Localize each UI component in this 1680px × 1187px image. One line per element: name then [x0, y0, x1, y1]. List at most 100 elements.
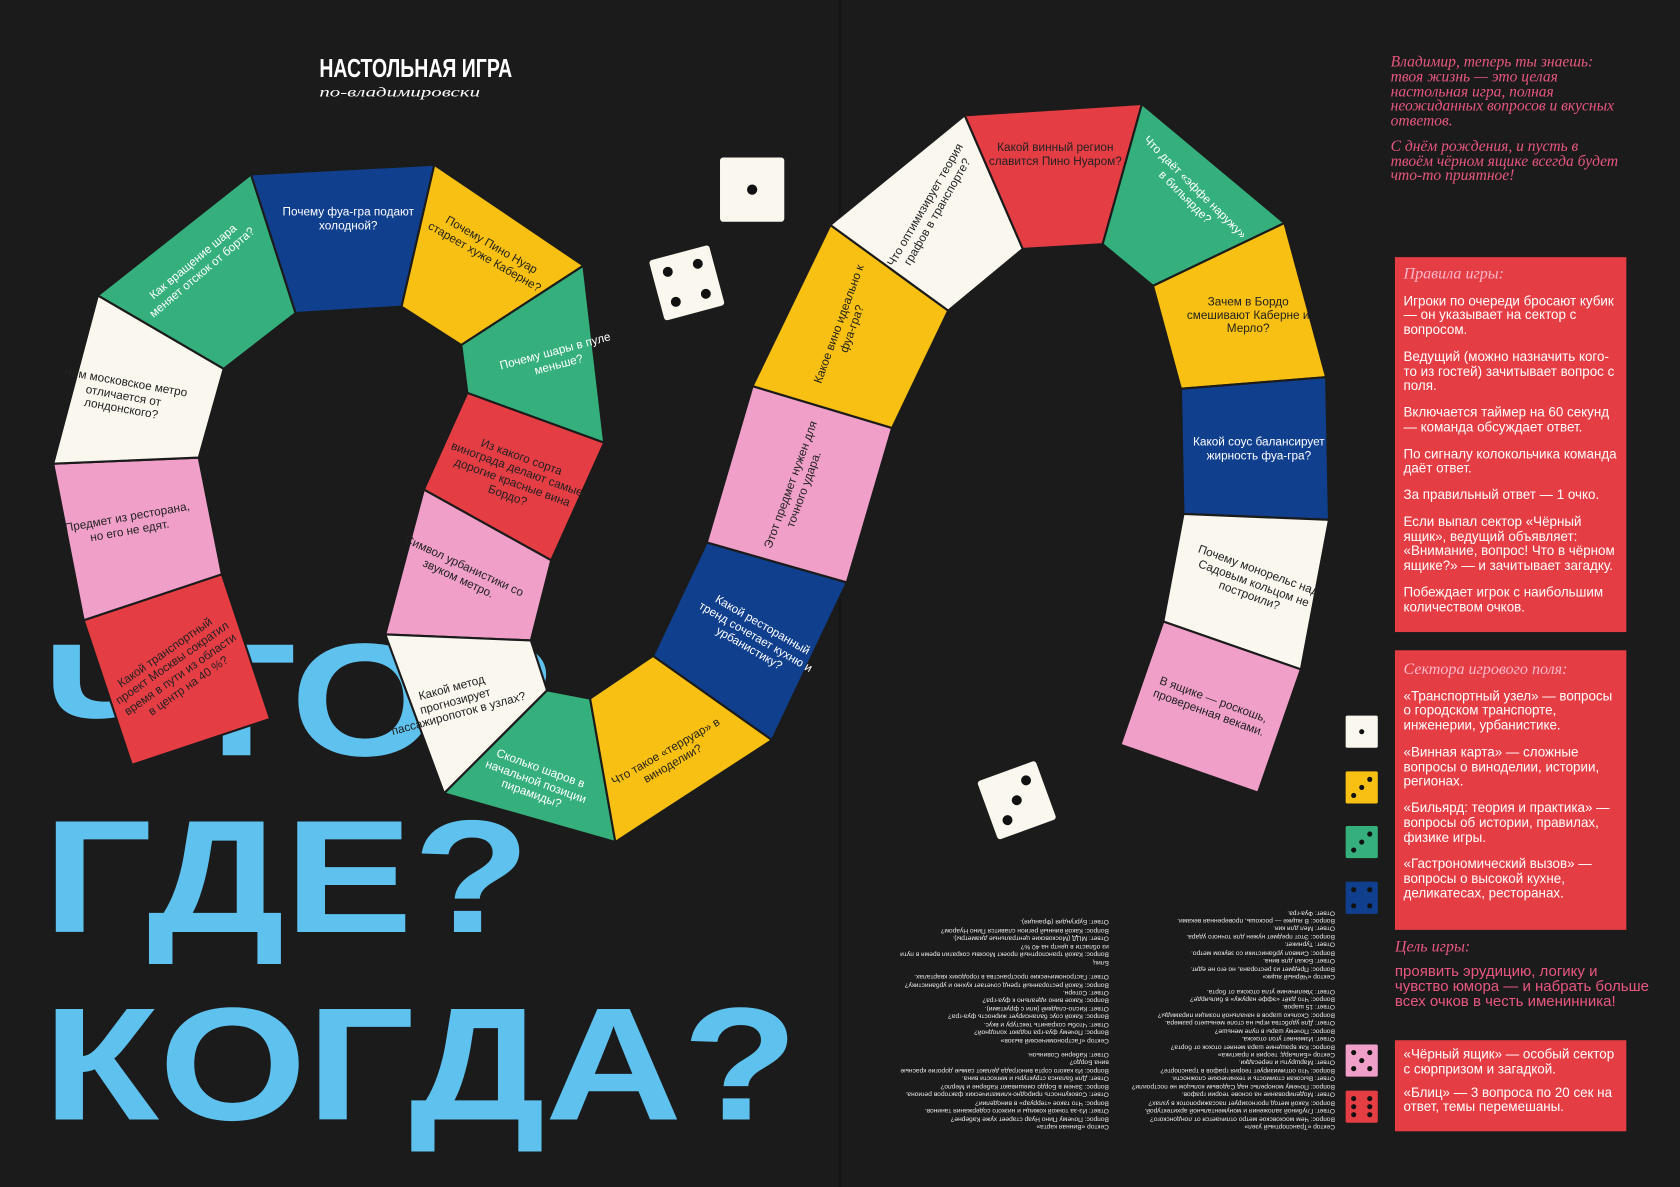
- sectors: Сектора игрового поля: «Транспортный узел…: [1404, 661, 1623, 902]
- rules-item: По сигналу колокольчика команда даёт отв…: [1403, 446, 1617, 476]
- die-pip: [1367, 1066, 1373, 1072]
- greeting-line: С днём рождения, и пусть в твоём чёрном …: [1390, 138, 1619, 185]
- sectors-item: «Бильярд: теория и практика» — вопросы о…: [1403, 800, 1610, 845]
- rules-box: [1394, 257, 1627, 633]
- big-title: КОГДА?: [43, 976, 798, 1155]
- die-pip: [700, 288, 711, 299]
- answers-heading: Сектор «Транспортный узел»: [1244, 1122, 1335, 1131]
- die-pip: [1367, 1112, 1373, 1118]
- header-subtitle: по-владимировски: [319, 85, 480, 100]
- answers-line: Вопрос: Символ урбанистики со звуком мет…: [1191, 948, 1335, 957]
- answers-line: Ответ: Бокал для вина.: [1263, 956, 1335, 965]
- answers-line: Ответ: Каберне Совиньон.: [1027, 1051, 1109, 1059]
- die-pip: [1351, 903, 1357, 909]
- rules-item: За правильный ответ — 1 очко.: [1403, 487, 1600, 503]
- die: [1345, 1090, 1378, 1123]
- die-pip: [1351, 1066, 1357, 1072]
- sectors-item: «Гастрономический вызов» — вопросы о выс…: [1403, 856, 1592, 901]
- answers: Сектор «Транспортный узел» Вопрос: Чем мо…: [1112, 889, 1335, 1130]
- answers-line: Вопрос: Зачем в Бордо смешивают Каберне …: [940, 1082, 1109, 1091]
- die-pip: [1351, 1104, 1357, 1110]
- die-pip: [662, 266, 673, 277]
- answers-line: Вопрос: Какой соус балансирует жирность …: [948, 1012, 1109, 1021]
- answers-line: Вопрос: Почему фуа-гра подают холодной?: [974, 1028, 1109, 1037]
- answers-heading: Сектор «Гастрономический вызов»: [1000, 1036, 1109, 1045]
- answers-line: Вопрос: Что оптимизирует теория графов в…: [1160, 1066, 1335, 1075]
- answers-line: Ответ: МЦД (Московские центральные диаме…: [952, 934, 1109, 943]
- cell-label: Какой винный регион славится Пино Нуаром…: [988, 141, 1122, 169]
- die-pip: [1367, 831, 1373, 837]
- goal-title: Цель игры:: [1394, 938, 1471, 956]
- answers-line: Сектор «Бильярд: теория и практика»: [1217, 1051, 1335, 1059]
- sectors-item: «Транспортный узел» — вопросы о городско…: [1403, 688, 1613, 733]
- answers-line: Вопрос: Этот предмет нужен для точного у…: [1186, 933, 1335, 941]
- die-pip: [1367, 1104, 1373, 1110]
- answers-line: Ответ: Увеличение угла отскока от борта.: [1206, 987, 1335, 995]
- header-title: НАСТОЛЬНАЯ ИГРА: [319, 55, 512, 83]
- die-pip: [1367, 903, 1373, 909]
- cell-label: Почему фуа-гра подают холодной?: [283, 206, 414, 232]
- die-pip: [1351, 792, 1357, 799]
- die: [1345, 715, 1378, 748]
- rules-item: Ведущий (можно назначить кого-то из гост…: [1403, 348, 1615, 394]
- cell-text: Какой соус балансирует жирность фуа-гра?: [1193, 436, 1325, 463]
- die-pip: [1021, 775, 1032, 786]
- die: [977, 761, 1056, 840]
- board-cell: [1119, 620, 1303, 794]
- die-pip: [1367, 1096, 1373, 1102]
- goal: Цель игры: проявить эрудицию, логику и чу…: [1395, 938, 1652, 1008]
- sectors-item: «Винная карта» — сложные вопросы о винод…: [1403, 744, 1600, 789]
- answers-line: Ответ: Чтобы сохранить текстуру и вкус.: [983, 1020, 1109, 1029]
- extra-box: [1394, 1040, 1627, 1132]
- rules-item: Побеждает игрок с наибольшим количеством…: [1403, 584, 1604, 615]
- sectors-panel: Сектора игрового поля: «Транспортный узел…: [1404, 661, 1623, 902]
- sectors-title: Сектора игрового поля:: [1403, 660, 1568, 679]
- greeting-text: Владимир, теперь ты знаешь: твоя жизнь —…: [1391, 56, 1621, 185]
- answers-line: Вопрос: Чем московское метро отличается …: [1150, 1114, 1335, 1123]
- cell-text: Какой винный регион славится Пино Нуаром…: [988, 141, 1122, 169]
- answers-line: Вопрос: Что даёт «эффе наружу» в бильярд…: [1190, 995, 1335, 1003]
- answers-line: Вопрос: Почему монорельс над Садовым кол…: [1131, 1082, 1335, 1091]
- goal-panel: Цель игры: проявить эрудицию, логику и чу…: [1395, 938, 1652, 1008]
- die-pip: [1351, 1096, 1357, 1102]
- cell-label: Зачем в Бордо смешивают Каберне и Мерло?: [1187, 296, 1310, 336]
- board: Какой транспортный проект Москвы сократи…: [51, 102, 1331, 844]
- die-pip: [1351, 887, 1357, 893]
- die-pip: [1359, 784, 1365, 790]
- answers-line: Вопрос: Как вращение шара меняет отскок …: [1170, 1043, 1335, 1051]
- answers-heading: Сектор «Чёрный ящик»: [1262, 972, 1335, 981]
- answers-line: Ответ: 15 шаров.: [1282, 1003, 1335, 1011]
- die: [1345, 771, 1378, 804]
- answers-line: Ответ: Глубиной заложения и монументальн…: [1144, 1106, 1335, 1115]
- big-title: ГДЕ?: [43, 788, 530, 967]
- rules-title: Правила игры:: [1403, 265, 1505, 283]
- die: [1345, 825, 1378, 859]
- answers-line: Ответ: Сотерн.: [1062, 988, 1109, 997]
- answers-line: Ответ: Изменяет угол отскока.: [1241, 1035, 1335, 1043]
- greeting-line: Владимир, теперь ты знаешь: твоя жизнь —…: [1390, 55, 1615, 130]
- answers: Сектор «Винная карта» Вопрос: Почему Пино…: [895, 889, 1109, 1131]
- answers-line: Ответ: Турникет.: [1284, 941, 1335, 949]
- die: [649, 245, 725, 321]
- rules-panel: Правила игры: Игроки по очереди бросают к…: [1404, 266, 1623, 616]
- die: [720, 157, 785, 222]
- die-pip: [1359, 729, 1365, 735]
- answers-line: Ответ: Для баланса структуры и мягкости …: [961, 1074, 1109, 1083]
- answers-line: Вопрос: Какой метод прогнозирует пассажи…: [1148, 1098, 1335, 1107]
- extra-item: «Чёрный ящик» — особый сектор с сюрпризо…: [1403, 1047, 1615, 1077]
- die-pip: [747, 184, 758, 195]
- answers-line: Вопрос: Из какого сорта винограда делают…: [900, 1058, 1109, 1075]
- die-pip: [1367, 887, 1373, 893]
- die-pip: [1011, 795, 1022, 806]
- goal-text: проявить эрудицию, логику и чувство юмор…: [1394, 962, 1649, 1010]
- die-pip: [1351, 1112, 1357, 1118]
- answers-line: Ответ: Фуа-гра.: [1287, 909, 1335, 917]
- die-pip: [1351, 847, 1357, 853]
- sectors-box: [1394, 650, 1627, 930]
- answers-line: Ответ: Мел для кия.: [1273, 925, 1335, 933]
- die-pip: [1367, 1049, 1373, 1056]
- answers-column: Сектор «Винная карта»Вопрос: Почему Пино…: [895, 889, 1109, 1131]
- rules-item: Если выпал сектор «Чёрный ящик», ведущий…: [1403, 513, 1615, 574]
- answers-line: Вопрос: Какой транспортный проект Москвы…: [900, 942, 1109, 959]
